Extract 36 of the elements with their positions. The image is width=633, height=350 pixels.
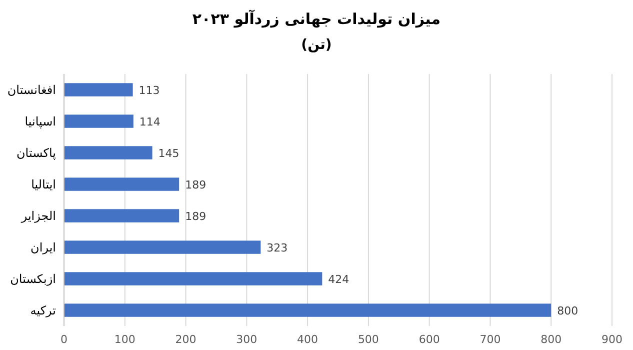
y-tick-label: اسپانیا bbox=[24, 114, 56, 128]
x-tick-label: 0 bbox=[60, 333, 68, 346]
data-label: 323 bbox=[266, 241, 288, 254]
bar bbox=[64, 304, 552, 317]
bar bbox=[64, 114, 134, 128]
data-label: 145 bbox=[158, 146, 180, 160]
x-tick-label: 300 bbox=[236, 333, 258, 346]
data-label: 424 bbox=[328, 272, 350, 286]
data-label: 114 bbox=[139, 115, 160, 128]
x-tick-label: 100 bbox=[114, 333, 136, 346]
chart-subtitle: (تن) bbox=[301, 37, 332, 53]
chart-title: میزان تولیدات جهانی زردآلو ۲۰۲۳ bbox=[192, 9, 441, 28]
x-tick-label: 400 bbox=[297, 333, 318, 346]
bar bbox=[64, 83, 133, 96]
y-tick-label: الجزایر bbox=[20, 208, 56, 223]
data-label: 189 bbox=[185, 178, 206, 192]
data-label: 113 bbox=[138, 84, 160, 97]
x-tick-label: 500 bbox=[358, 333, 379, 346]
y-tick-label: ترکیه bbox=[30, 303, 56, 318]
bar bbox=[64, 272, 322, 286]
bar bbox=[64, 146, 152, 160]
bar bbox=[64, 209, 180, 222]
y-tick-label: پاکستان bbox=[16, 146, 56, 160]
data-label: 189 bbox=[185, 210, 206, 223]
y-tick-label: ایتالیا bbox=[31, 177, 56, 192]
x-tick-label: 700 bbox=[480, 333, 501, 346]
y-tick-label: افغانستان bbox=[7, 82, 56, 97]
x-tick-label: 900 bbox=[602, 333, 622, 346]
y-tick-label: ایران bbox=[30, 240, 56, 254]
bar bbox=[64, 178, 180, 191]
data-label: 800 bbox=[557, 304, 578, 318]
bar bbox=[64, 240, 261, 254]
y-tick-label: ازبکستان bbox=[10, 272, 56, 286]
x-tick-label: 600 bbox=[418, 333, 440, 346]
x-tick-label: 800 bbox=[540, 333, 562, 346]
x-tick-label: 200 bbox=[175, 333, 196, 346]
